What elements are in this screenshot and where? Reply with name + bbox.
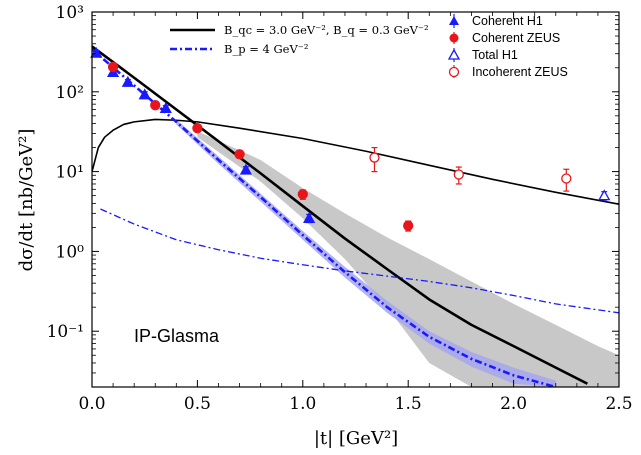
legend-label-total-h1: Total H1 bbox=[472, 48, 518, 62]
marker-coherent-h1-3 bbox=[138, 88, 151, 100]
series-line-2 bbox=[92, 48, 557, 387]
marker-coherent-zeus-2 bbox=[192, 123, 203, 134]
legend-marker-coherent-h1 bbox=[449, 14, 459, 28]
x-tick-label-2: 1.0 bbox=[289, 394, 316, 414]
point-coherent-h1-5 bbox=[239, 163, 252, 175]
point-coherent-zeus-1 bbox=[150, 100, 161, 111]
point-coherent-h1-6 bbox=[303, 211, 316, 224]
y-tick-label-0: 10³ bbox=[56, 3, 84, 23]
x-tick-label-4: 2.0 bbox=[500, 394, 527, 414]
legend-label-bp: B_p = 4 GeV⁻² bbox=[224, 42, 308, 56]
data-points bbox=[90, 46, 611, 232]
legend-marker-incoherent-zeus bbox=[448, 65, 460, 78]
point-incoherent-zeus-2 bbox=[561, 168, 572, 192]
y-axis-title: dσ/dt [nb/GeV²] bbox=[16, 129, 37, 272]
plot-frame bbox=[91, 11, 620, 388]
point-coherent-h1-3 bbox=[138, 88, 151, 100]
point-coherent-zeus-5 bbox=[403, 220, 414, 232]
marker-coherent-zeus-1 bbox=[150, 100, 161, 111]
point-coherent-h1-0 bbox=[90, 46, 103, 58]
marker-coherent-zeus-5 bbox=[403, 220, 414, 231]
x-axis-title: |t| [GeV²] bbox=[314, 428, 398, 449]
x-tick-label-1: 0.5 bbox=[184, 394, 211, 414]
point-coherent-zeus-4 bbox=[297, 189, 308, 200]
x-tick-label-0: 0.0 bbox=[78, 394, 105, 414]
legend-marker-total-h1 bbox=[447, 48, 461, 62]
point-coherent-zeus-0 bbox=[107, 61, 119, 73]
series-line-3 bbox=[100, 208, 619, 314]
point-coherent-h1-2 bbox=[121, 75, 134, 87]
point-incoherent-zeus-0 bbox=[369, 146, 380, 173]
marker-incoherent-zeus-1 bbox=[453, 169, 464, 180]
y-tick-label-3: 10⁰ bbox=[56, 242, 85, 262]
legend-label-coherent-h1: Coherent H1 bbox=[472, 14, 543, 28]
series-line-0 bbox=[92, 45, 588, 385]
marker-coherent-h1-4 bbox=[159, 102, 172, 114]
x-tick-label-3: 1.5 bbox=[395, 394, 422, 414]
legend-label-incoherent-zeus: Incoherent ZEUS bbox=[472, 65, 568, 79]
legend-label-coherent-zeus: Coherent ZEUS bbox=[472, 31, 560, 45]
marker-coherent-zeus-4 bbox=[297, 189, 308, 200]
point-incoherent-zeus-1 bbox=[453, 166, 464, 185]
marker-incoherent-zeus-0 bbox=[369, 152, 380, 163]
annotation-ip-glasma: IP-Glasma bbox=[134, 326, 220, 346]
legend: B_qc = 3.0 GeV⁻², B_q = 0.3 GeV⁻² B_p = … bbox=[170, 14, 568, 79]
y-tick-label-2: 10¹ bbox=[56, 163, 84, 183]
legend-label-bqc: B_qc = 3.0 GeV⁻², B_q = 0.3 GeV⁻² bbox=[224, 23, 429, 37]
marker-coherent-zeus-0 bbox=[107, 61, 119, 73]
marker-coherent-zeus-3 bbox=[234, 149, 245, 160]
legend-marker-coherent-zeus bbox=[449, 32, 459, 44]
marker-total-h1-0 bbox=[598, 189, 611, 201]
point-coherent-zeus-3 bbox=[234, 149, 245, 160]
marker-coherent-h1-2 bbox=[121, 75, 134, 87]
point-total-h1-0 bbox=[598, 189, 611, 201]
marker-coherent-h1-0 bbox=[90, 46, 103, 58]
x-tick-label-5: 2.5 bbox=[605, 394, 632, 414]
point-coherent-h1-4 bbox=[159, 102, 172, 114]
point-coherent-zeus-2 bbox=[192, 123, 203, 134]
marker-coherent-h1-5 bbox=[239, 163, 252, 175]
axis-ticks: 0.0 0.5 1.0 1.5 2.0 2.5 10³ 10² 10¹ 10⁰ 10⁻¹ bbox=[47, 3, 633, 414]
y-tick-label-4: 10⁻¹ bbox=[47, 322, 84, 342]
marker-incoherent-zeus-2 bbox=[561, 173, 572, 184]
marker-coherent-h1-6 bbox=[303, 211, 316, 223]
y-tick-label-1: 10² bbox=[56, 83, 84, 103]
